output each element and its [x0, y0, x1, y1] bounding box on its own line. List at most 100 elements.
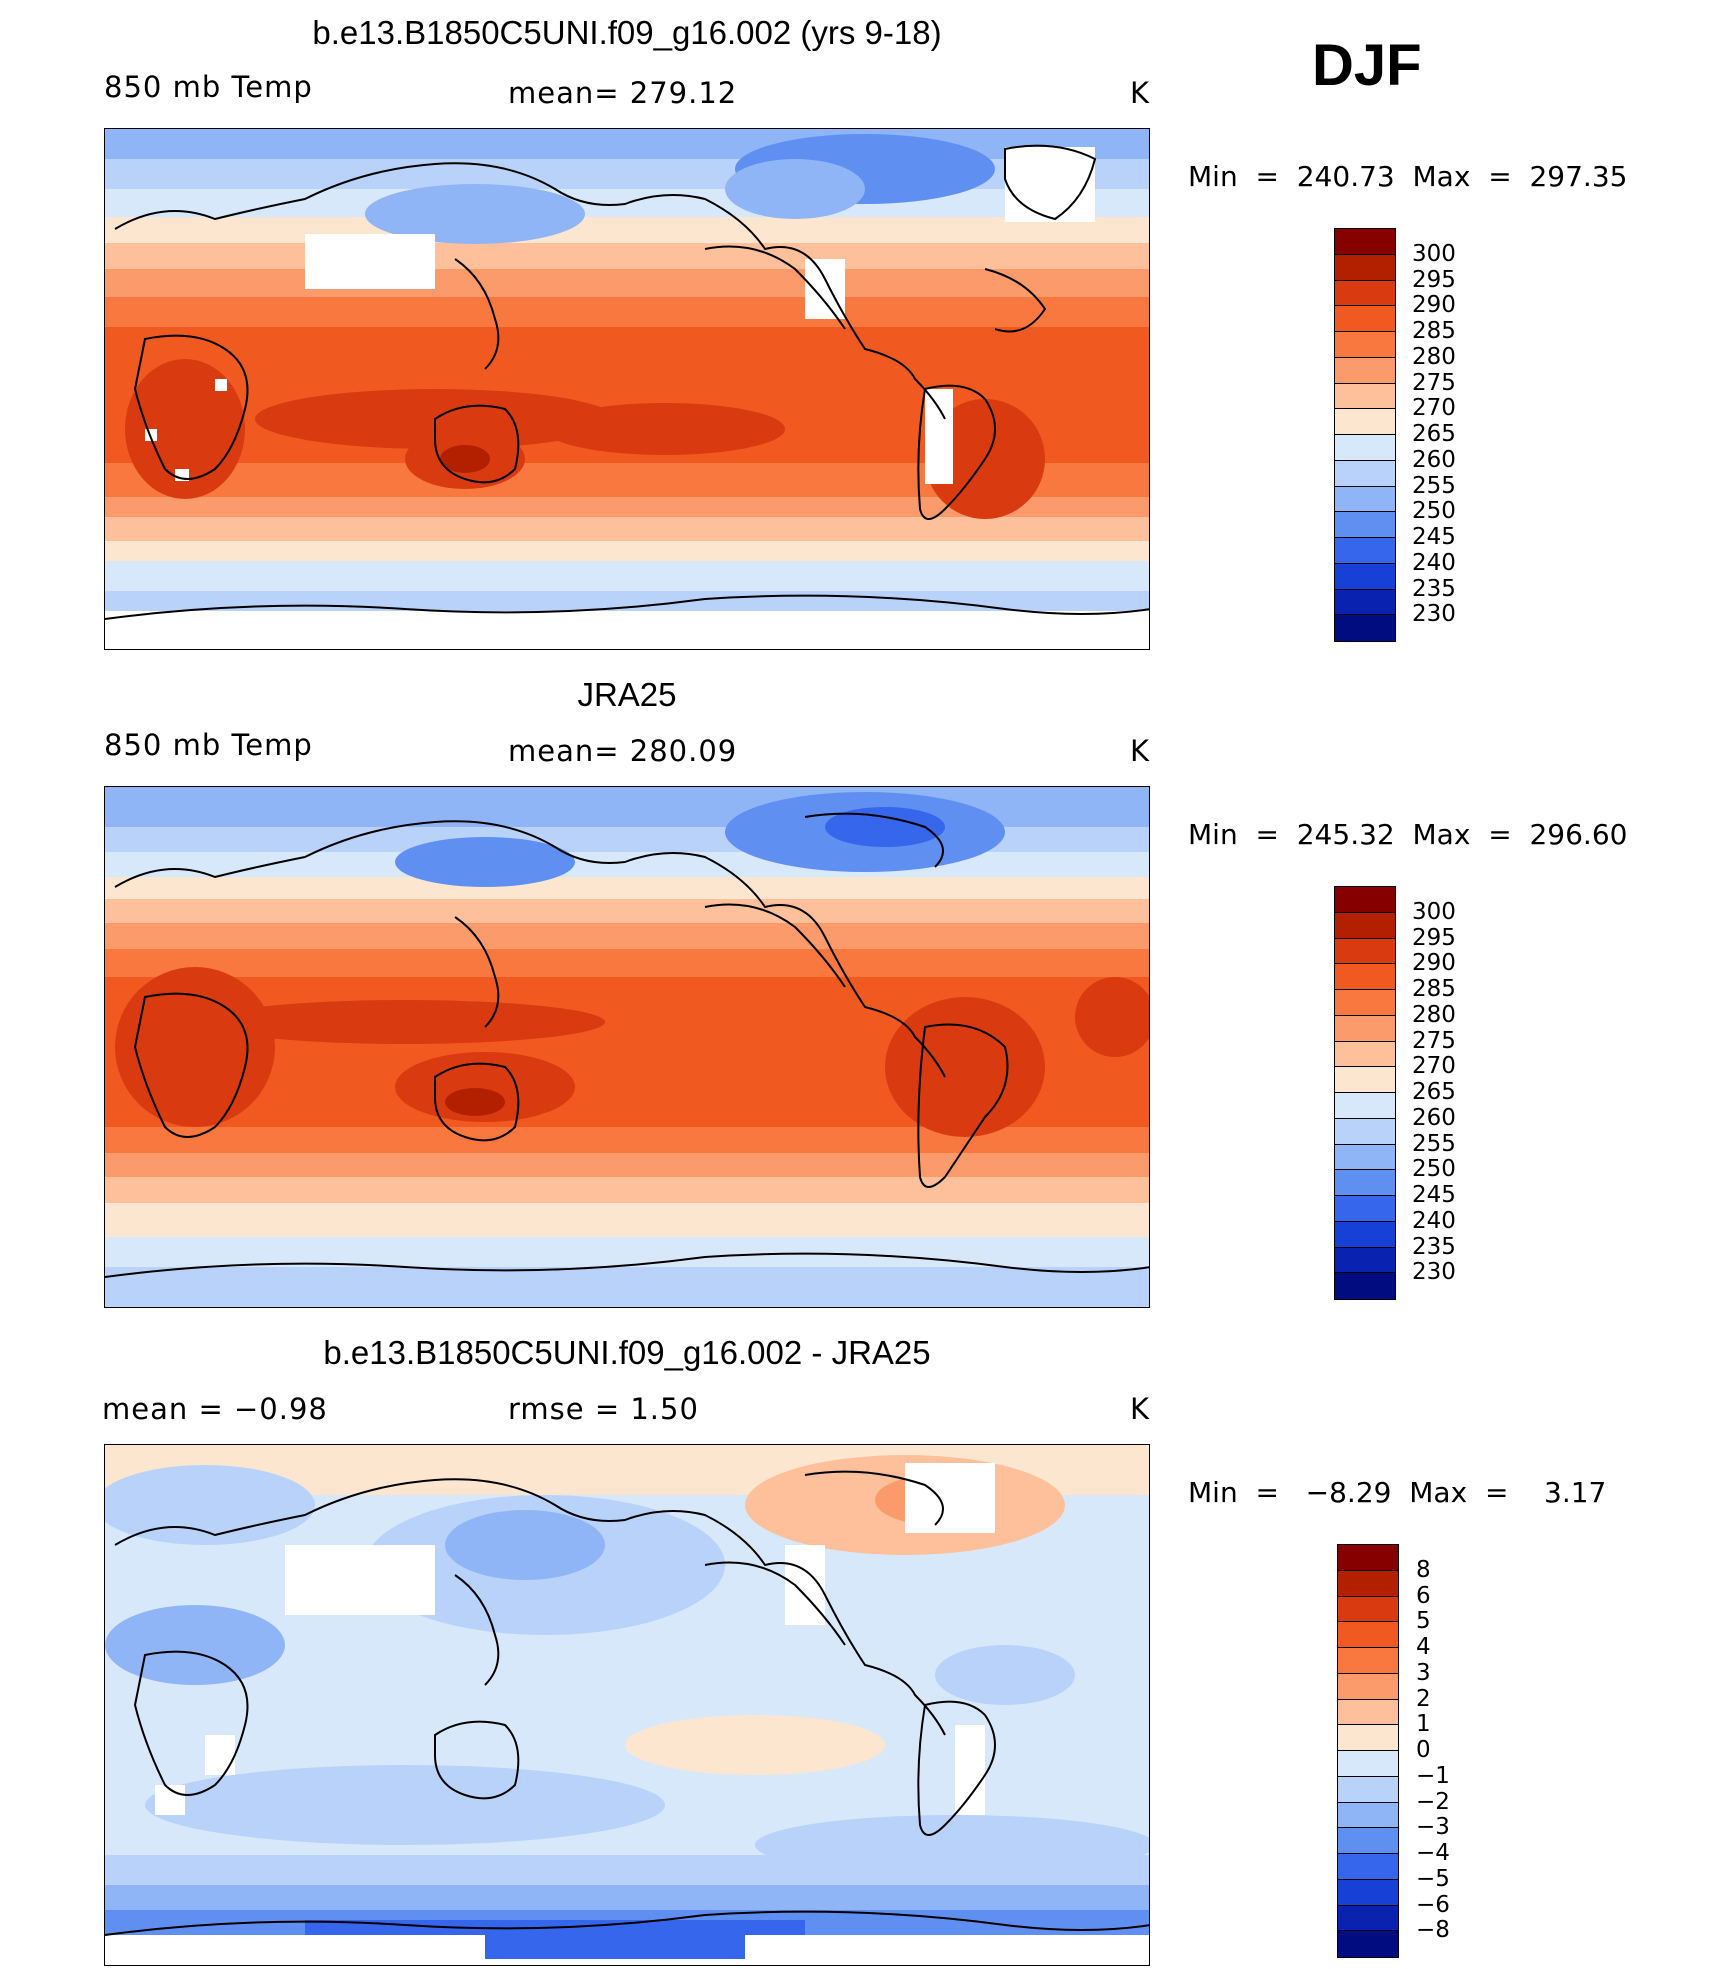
colorbar-segment: [1338, 1828, 1398, 1854]
colorbar-tick-label: 290: [1412, 292, 1456, 319]
colorbar-tick-label: 290: [1412, 950, 1456, 977]
colorbar-segment: [1335, 964, 1395, 990]
colorbar-tick-label: 8: [1416, 1556, 1431, 1583]
panel-3-rmse-label: rmse = 1.50: [508, 1392, 699, 1426]
colorbar-segment: [1335, 1196, 1395, 1222]
colorbar-tick-label: −1: [1416, 1762, 1450, 1789]
panel-2-colorbar: [1334, 886, 1396, 1300]
colorbar-segment: [1335, 912, 1395, 939]
colorbar-tick-label: 250: [1412, 1156, 1456, 1183]
colorbar-segment: [1335, 254, 1395, 281]
colorbar-segment: [1338, 1931, 1398, 1957]
colorbar-tick-label: 5: [1416, 1608, 1431, 1635]
colorbar-segment: [1335, 486, 1395, 513]
colorbar-segment: [1335, 1015, 1395, 1042]
colorbar-tick-label: 280: [1412, 343, 1456, 370]
colorbar-tick-label: 0: [1416, 1737, 1431, 1763]
colorbar-segment: [1338, 1673, 1398, 1700]
colorbar-tick-label: 285: [1412, 318, 1456, 344]
colorbar-tick-label: 255: [1412, 1130, 1456, 1157]
colorbar-segment: [1335, 1247, 1395, 1274]
colorbar-segment: [1338, 1570, 1398, 1597]
panel-2-units: K: [1130, 734, 1151, 768]
colorbar-segment: [1335, 383, 1395, 410]
colorbar-tick-label: 230: [1412, 1259, 1456, 1286]
colorbar-tick-label: 240: [1412, 1207, 1456, 1234]
colorbar-tick-label: 4: [1416, 1634, 1431, 1660]
panel-1-mean-label: mean= 279.12: [508, 76, 738, 110]
colorbar-segment: [1338, 1622, 1398, 1648]
colorbar-segment: [1335, 332, 1395, 358]
colorbar-tick-label: 275: [1412, 369, 1456, 396]
season-label: DJF: [1312, 33, 1422, 98]
colorbar-tick-label: 2: [1416, 1685, 1431, 1712]
colorbar-tick-label: 230: [1412, 601, 1456, 628]
panel-3-units: K: [1130, 1392, 1151, 1426]
colorbar-segment: [1335, 357, 1395, 384]
colorbar-segment: [1338, 1725, 1398, 1751]
colorbar-segment: [1335, 887, 1395, 913]
colorbar-segment: [1338, 1545, 1398, 1571]
colorbar-tick-label: 3: [1416, 1659, 1431, 1686]
colorbar-tick-label: −6: [1416, 1891, 1450, 1918]
colorbar-segment: [1335, 280, 1395, 307]
colorbar-segment: [1338, 1905, 1398, 1932]
colorbar-segment: [1335, 1093, 1395, 1119]
colorbar-segment: [1335, 1170, 1395, 1196]
panel-3-title: b.e13.B1850C5UNI.f09_g16.002 - JRA25: [323, 1334, 931, 1371]
colorbar-tick-label: −3: [1416, 1814, 1450, 1841]
colorbar-tick-label: −8: [1416, 1917, 1450, 1944]
colorbar-tick-label: 260: [1412, 1104, 1456, 1131]
panel-3-map: [104, 1444, 1150, 1966]
colorbar-tick-label: −4: [1416, 1840, 1450, 1866]
colorbar-tick-label: 1: [1416, 1711, 1431, 1738]
colorbar-tick-label: 265: [1412, 421, 1456, 447]
colorbar-segment: [1335, 460, 1395, 487]
colorbar-segment: [1335, 1067, 1395, 1093]
panel-2-mean-label: mean= 280.09: [508, 734, 738, 768]
colorbar-tick-label: 6: [1416, 1582, 1431, 1609]
panel-3-mean-label: mean = −0.98: [102, 1392, 328, 1426]
panel-1-title: b.e13.B1850C5UNI.f09_g16.002 (yrs 9-18): [312, 14, 942, 51]
panel-2-map: [104, 786, 1150, 1308]
colorbar-segment: [1338, 1854, 1398, 1880]
colorbar-tick-label: 270: [1412, 395, 1456, 422]
colorbar-tick-label: 280: [1412, 1001, 1456, 1028]
colorbar-segment: [1335, 1144, 1395, 1171]
colorbar-segment: [1335, 615, 1395, 641]
colorbar-segment: [1335, 306, 1395, 332]
colorbar-tick-label: 265: [1412, 1079, 1456, 1105]
colorbar-segment: [1335, 1041, 1395, 1068]
panel-1-map: [104, 128, 1150, 650]
panel-2-minmax: Min = 245.32 Max = 296.60: [1188, 818, 1628, 851]
colorbar-segment: [1335, 538, 1395, 564]
panel-1-units: K: [1130, 76, 1151, 110]
colorbar-tick-label: 295: [1412, 924, 1456, 951]
panel-2-title: JRA25: [577, 676, 677, 713]
colorbar-tick-label: 285: [1412, 976, 1456, 1002]
colorbar-segment: [1338, 1699, 1398, 1726]
colorbar-tick-label: 245: [1412, 1182, 1456, 1208]
colorbar-segment: [1335, 1273, 1395, 1299]
colorbar-segment: [1335, 563, 1395, 590]
colorbar-segment: [1335, 1221, 1395, 1248]
colorbar-segment: [1335, 229, 1395, 255]
colorbar-tick-label: 255: [1412, 472, 1456, 499]
colorbar-tick-label: 275: [1412, 1027, 1456, 1054]
colorbar-tick-label: −5: [1416, 1865, 1450, 1892]
colorbar-tick-label: −2: [1416, 1788, 1450, 1815]
colorbar-segment: [1338, 1751, 1398, 1777]
panel-1-variable-label: 850 mb Temp: [104, 70, 313, 104]
colorbar-segment: [1338, 1648, 1398, 1674]
panel-1-minmax: Min = 240.73 Max = 297.35: [1188, 160, 1628, 193]
colorbar-tick-label: 235: [1412, 1233, 1456, 1260]
colorbar-segment: [1335, 435, 1395, 461]
colorbar-segment: [1338, 1802, 1398, 1829]
colorbar-tick-label: 245: [1412, 524, 1456, 550]
colorbar-tick-label: 295: [1412, 266, 1456, 293]
panel-1-colorbar: [1334, 228, 1396, 642]
colorbar-tick-label: 300: [1412, 898, 1456, 925]
colorbar-segment: [1335, 938, 1395, 965]
colorbar-tick-label: 240: [1412, 549, 1456, 576]
colorbar-segment: [1335, 1118, 1395, 1145]
